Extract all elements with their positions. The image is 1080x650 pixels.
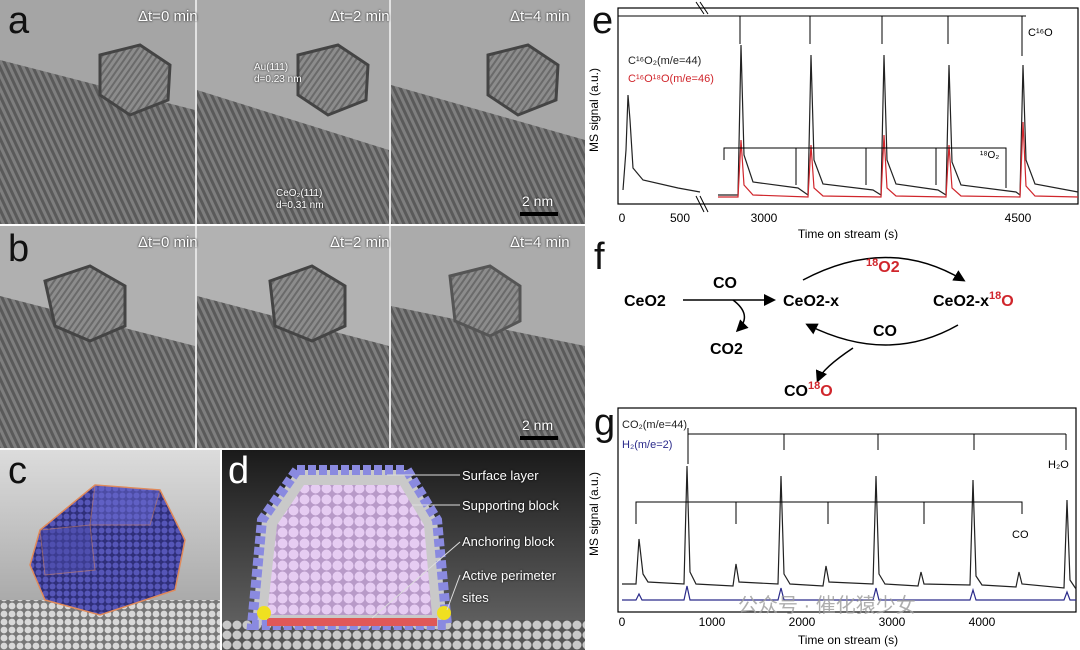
- panel-c: [0, 450, 220, 650]
- panel-g-label: g: [594, 402, 616, 444]
- panel-b-image: [0, 226, 585, 448]
- panel-e-legend-1: C¹⁶O₂(m/e=44): [628, 55, 701, 67]
- panel-a-time-1: Δt=2 min: [330, 8, 390, 25]
- panel-e-legend-2: C¹⁶O¹⁸O(m/e=46): [628, 73, 714, 85]
- panel-g-xtick-3: 3000: [879, 615, 906, 629]
- active-perimeter-label: Active perimeter: [462, 568, 556, 583]
- panel-f-label: f: [594, 236, 605, 278]
- panel-g-xlabel: Time on stream (s): [798, 633, 898, 647]
- panel-e-pulse-bottom: ¹⁸O₂: [980, 150, 999, 161]
- panel-b-time-2: Δt=4 min: [510, 234, 570, 251]
- panel-e-chart: MS signal (a.u.) Time on stream (s) 0 50…: [588, 1, 1079, 240]
- panel-g-xtick-1: 1000: [699, 615, 726, 629]
- watermark: 公众号 · 催化猿少女: [738, 594, 916, 617]
- panel-g-xtick-4: 4000: [969, 615, 996, 629]
- surface-layer-label: Surface layer: [462, 468, 539, 483]
- panel-f-scheme: CeO2 CeO2-x CeO2-x18O CO CO2 18O2 CO CO1…: [624, 256, 1014, 400]
- panel-g-legend-1: CO₂(m/e=44): [622, 419, 687, 431]
- ceo2x18o-text: CeO2-x18O: [933, 290, 1014, 310]
- co18o-text: CO18O: [784, 380, 833, 400]
- panel-e-label: e: [592, 0, 614, 42]
- ceo2x-text: CeO2-x: [783, 293, 839, 310]
- panel-e-xlabel: Time on stream (s): [798, 227, 898, 240]
- panel-a-time-2: Δt=4 min: [510, 8, 570, 25]
- co2-text: CO2: [710, 341, 743, 358]
- panel-g-xtick-0: 0: [619, 615, 626, 629]
- co-top-text: CO: [713, 275, 737, 292]
- panel-e-ylabel: MS signal (a.u.): [588, 68, 601, 152]
- panel-b: Δt=0 min Δt=2 min Δt=4 min 2 nm: [0, 226, 585, 448]
- panel-e-xtick-2: 3000: [751, 211, 778, 225]
- panel-a-image: [0, 0, 585, 224]
- panel-e-xtick-3: 4500: [1005, 211, 1032, 225]
- panel-e-pulse-top: C¹⁶O: [1028, 27, 1053, 39]
- panel-a-scale-bar: 2 nm: [522, 193, 554, 209]
- panel-a: Δt=0 min Δt=2 min Δt=4 min Au(111) d=0.23…: [0, 0, 585, 224]
- panel-d: Surface layer Supporting block Anchoring…: [222, 450, 585, 650]
- ceo2-annotation: CeO₂(111) d=0.31 nm: [276, 188, 324, 211]
- panel-b-scale-bar: 2 nm: [522, 417, 554, 433]
- panel-d-label: d: [228, 450, 250, 492]
- panel-g-xtick-2: 2000: [789, 615, 816, 629]
- supporting-block-label: Supporting block: [462, 498, 559, 513]
- o2-18-text: 18O2: [866, 257, 900, 276]
- co-mid-text: CO: [873, 323, 897, 340]
- anchoring-block-label: Anchoring block: [462, 534, 555, 549]
- panel-e-xtick-0: 0: [619, 211, 626, 225]
- panel-b-time-1: Δt=2 min: [330, 234, 390, 251]
- panel-a-label: a: [8, 0, 30, 42]
- panel-g-pulse-bottom: CO: [1012, 529, 1029, 541]
- panel-b-time-0: Δt=0 min: [138, 234, 198, 251]
- au-annotation: Au(111) d=0.23 nm: [254, 62, 302, 85]
- panel-b-label: b: [8, 228, 30, 270]
- panel-g-legend-2: H₂(m/e=2): [622, 439, 672, 451]
- panel-g-ylabel: MS signal (a.u.): [588, 472, 601, 556]
- panel-a-time-0: Δt=0 min: [138, 8, 198, 25]
- sites-label: sites: [462, 590, 489, 605]
- panel-c-model: [0, 484, 220, 650]
- panel-c-label: c: [8, 450, 27, 492]
- panel-g-pulse-top: H₂O: [1048, 459, 1069, 471]
- panel-e-xtick-1: 500: [670, 211, 690, 225]
- panel-d-schematic: [222, 465, 585, 650]
- panel-g-chart: MS signal (a.u.) Time on stream (s) 0 10…: [588, 407, 1077, 647]
- ceo2-text: CeO2: [624, 293, 666, 310]
